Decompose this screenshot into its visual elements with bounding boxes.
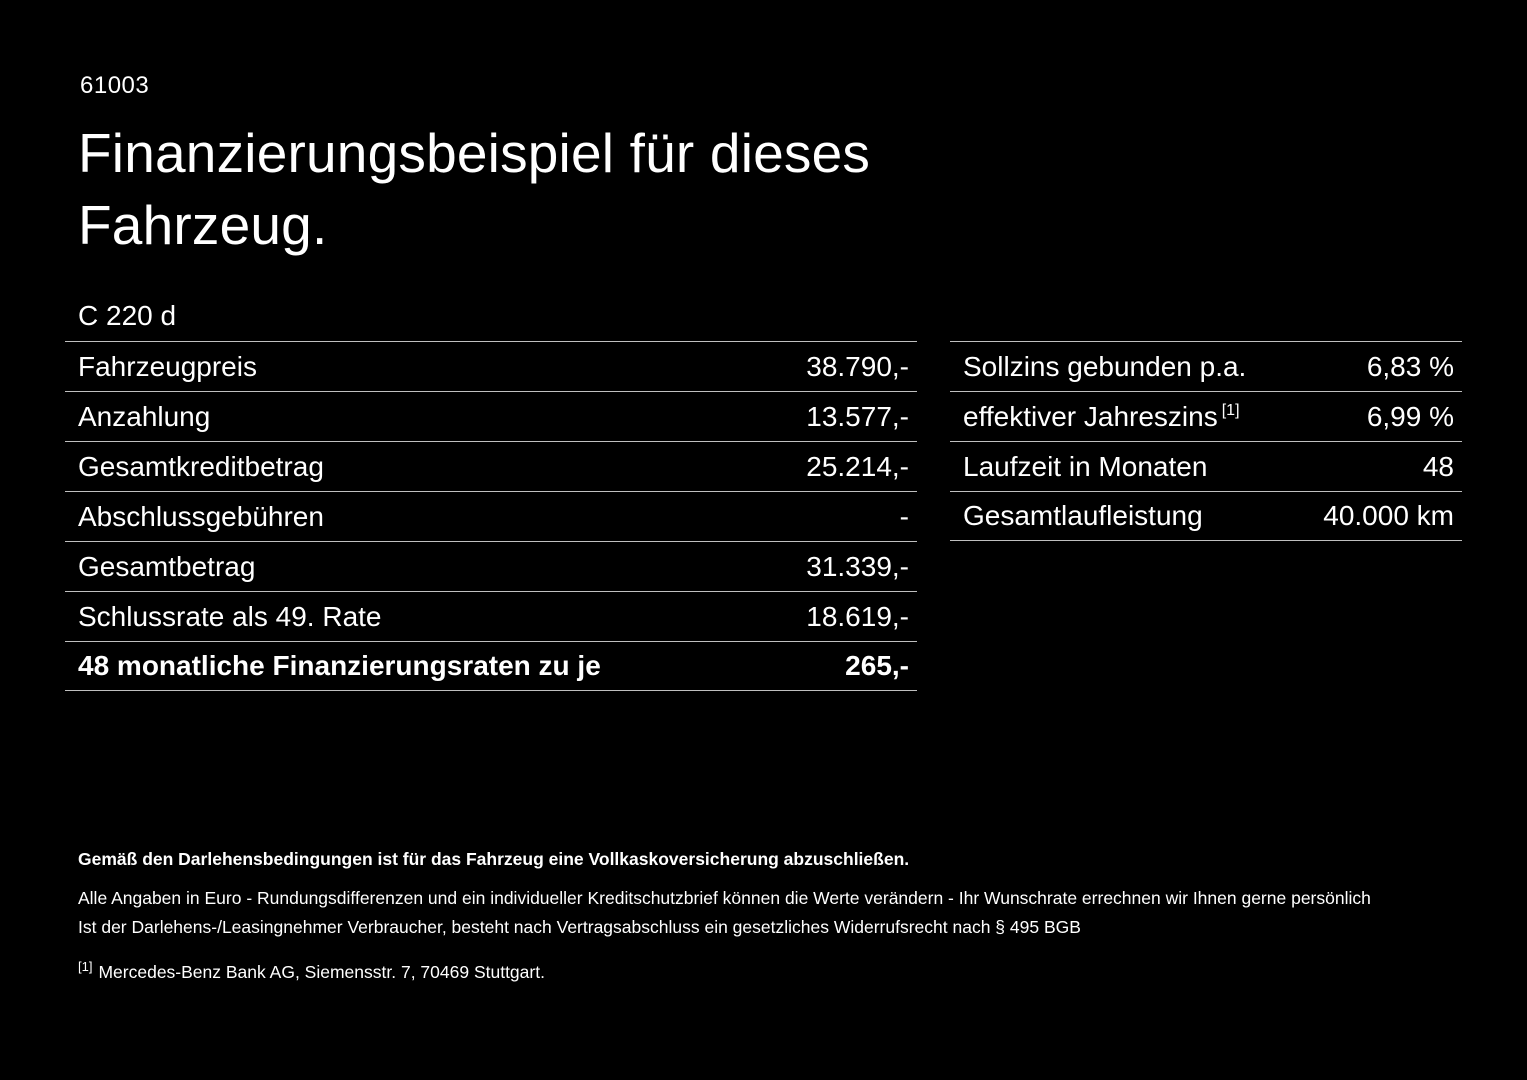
euro-note: Alle Angaben in Euro - Rundungsdifferenz… [78, 887, 1371, 908]
finance-table: Fahrzeugpreis 38.790,- Anzahlung 13.577,… [65, 341, 917, 691]
table-row: Abschlussgebühren - [65, 491, 917, 541]
table-row: Anzahlung 13.577,- [65, 391, 917, 441]
table-row: Gesamtkreditbetrag 25.214,- [65, 441, 917, 491]
table-row-monthly-rate: 48 monatliche Finanzierungsraten zu je 2… [65, 641, 917, 691]
vehicle-model: C 220 d [78, 300, 177, 331]
row-value: 48 [1422, 450, 1454, 482]
insurance-note: Gemäß den Darlehensbedingungen ist für d… [78, 849, 910, 869]
row-label: Schlussrate als 49. Rate [78, 600, 382, 632]
row-value: 6,83 % [1366, 350, 1454, 382]
row-value: 25.214,- [806, 450, 909, 482]
row-value: 265,- [845, 650, 909, 681]
table-row: Sollzins gebunden p.a. 6,83 % [950, 341, 1462, 391]
table-row: Laufzeit in Monaten 48 [950, 441, 1462, 491]
table-row: Gesamtbetrag 31.339,- [65, 541, 917, 591]
page-title-line-1: Finanzierungsbeispiel für dieses [78, 122, 871, 184]
row-value: 38.790,- [806, 350, 909, 382]
footnote-text: Mercedes-Benz Bank AG, Siemensstr. 7, 70… [98, 961, 545, 982]
row-label: effektiver Jahreszins [1] [963, 400, 1240, 432]
footnote-reference: [1] [1221, 402, 1240, 420]
row-label: Abschlussgebühren [78, 500, 324, 532]
row-value: 6,99 % [1366, 400, 1454, 432]
row-label: Anzahlung [78, 400, 211, 432]
row-label: Gesamtbetrag [78, 550, 256, 582]
row-value: 40.000 km [1323, 500, 1454, 531]
row-value: - [899, 500, 909, 532]
row-value: 13.577,- [806, 400, 909, 432]
row-value: 18.619,- [806, 600, 909, 632]
table-row: Gesamtlaufleistung 40.000 km [950, 491, 1462, 541]
page-title: Finanzierungsbeispiel für dieses Fahrzeu… [78, 118, 870, 261]
row-label: Laufzeit in Monaten [963, 450, 1208, 482]
conditions-table: Sollzins gebunden p.a. 6,83 % effektiver… [950, 341, 1462, 541]
table-row: effektiver Jahreszins [1] 6,99 % [950, 391, 1462, 441]
offer-code: 61003 [80, 72, 150, 99]
row-label: Gesamtlaufleistung [963, 500, 1203, 531]
footnote: [1] Mercedes-Benz Bank AG, Siemensstr. 7,… [78, 958, 1371, 984]
table-row: Fahrzeugpreis 38.790,- [65, 341, 917, 391]
footnote-marker: [1] [78, 958, 93, 974]
legal-footer: Gemäß den Darlehensbedingungen ist für d… [78, 848, 1371, 984]
row-label: Fahrzeugpreis [78, 350, 257, 382]
row-label: 48 monatliche Finanzierungsraten zu je [78, 650, 601, 681]
row-label: Gesamtkreditbetrag [78, 450, 324, 482]
withdrawal-note: Ist der Darlehens-/Leasingnehmer Verbrau… [78, 917, 1081, 938]
row-value: 31.339,- [806, 550, 909, 582]
page-title-line-2: Fahrzeug. [78, 193, 328, 256]
row-label: Sollzins gebunden p.a. [963, 350, 1247, 382]
table-row: Schlussrate als 49. Rate 18.619,- [65, 591, 917, 641]
